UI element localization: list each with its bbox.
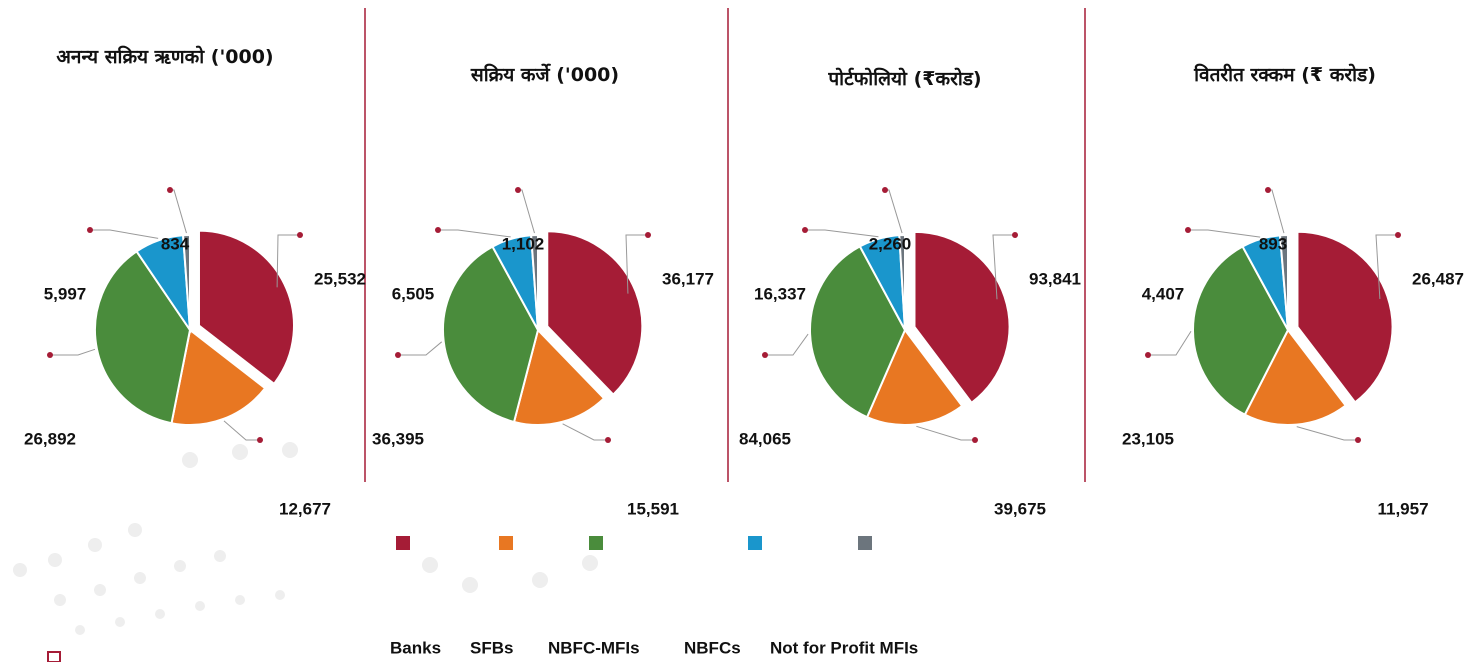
pie-slice xyxy=(197,229,295,386)
leader-line xyxy=(805,229,879,238)
leader-line xyxy=(398,341,443,356)
data-label: 1,102 xyxy=(502,234,545,253)
legend-swatch xyxy=(499,536,513,550)
pie-slice xyxy=(170,328,267,426)
data-label: 23,105 xyxy=(1122,429,1174,448)
data-label: 16,337 xyxy=(754,284,806,303)
pie-slice xyxy=(1192,245,1290,416)
pie-slice xyxy=(865,328,964,426)
leader-line xyxy=(1188,229,1261,238)
chart-title: सक्रिय कर्जे ('000) xyxy=(470,64,620,86)
data-label: 26,892 xyxy=(24,429,76,448)
legend-swatch xyxy=(748,536,762,550)
leader-line xyxy=(1296,426,1358,441)
data-label: 84,065 xyxy=(739,429,791,448)
legend-label: NBFCs xyxy=(684,638,741,657)
leader-line xyxy=(223,420,260,441)
legend-swatch xyxy=(589,536,603,550)
legend-label: SFBs xyxy=(470,638,513,657)
leader-dot xyxy=(257,437,263,443)
pie-slice xyxy=(546,230,644,396)
logo xyxy=(47,651,61,662)
leader-dot xyxy=(605,437,611,443)
data-label: 2,260 xyxy=(869,234,912,253)
leader-dot xyxy=(47,352,53,358)
leader-dot xyxy=(1355,437,1361,443)
pie-slice xyxy=(898,233,906,331)
leader-dot xyxy=(87,227,93,233)
leader-dot xyxy=(645,232,651,238)
leader-dot xyxy=(515,187,521,193)
data-label: 4,407 xyxy=(1142,284,1185,303)
leader-line xyxy=(562,423,608,441)
data-label: 93,841 xyxy=(1029,269,1081,288)
data-label: 25,532 xyxy=(314,269,366,288)
leader-line xyxy=(1375,234,1398,299)
leader-line xyxy=(916,425,975,441)
data-label: 5,997 xyxy=(44,284,87,303)
chart-title: अनन्य सक्रिय ऋणको ('000) xyxy=(56,46,274,68)
data-label: 11,957 xyxy=(1377,499,1428,518)
data-label: 12,677 xyxy=(279,499,331,518)
leader-dot xyxy=(972,437,978,443)
leader-line xyxy=(276,234,300,288)
leader-dot xyxy=(435,227,441,233)
leader-line xyxy=(438,229,511,238)
leader-dot xyxy=(1265,187,1271,193)
chart-title: पोर्टफोलियो (₹करोड) xyxy=(828,68,982,90)
decor-dots xyxy=(13,442,598,635)
pie-slice xyxy=(94,250,192,425)
leader-line xyxy=(1268,189,1285,234)
data-label: 6,505 xyxy=(392,284,435,303)
leader-dot xyxy=(167,187,173,193)
leader-dot xyxy=(1185,227,1191,233)
leader-line xyxy=(50,348,96,356)
leader-dot xyxy=(395,352,401,358)
leader-line xyxy=(518,189,535,234)
data-label: 39,675 xyxy=(994,499,1046,518)
legend-swatch xyxy=(858,536,872,550)
pie-slice xyxy=(1278,233,1289,331)
legend-swatch xyxy=(396,536,410,550)
leader-line xyxy=(885,189,903,234)
data-label: 15,591 xyxy=(627,499,679,518)
data-label: 834 xyxy=(161,234,190,253)
pie-slice xyxy=(1296,230,1394,404)
data-label: 36,177 xyxy=(662,269,714,288)
leader-dot xyxy=(297,232,303,238)
pie-slice xyxy=(512,328,606,426)
leader-line xyxy=(90,229,159,239)
leader-dot xyxy=(1012,232,1018,238)
data-label: 26,487 xyxy=(1412,269,1464,288)
data-label: 893 xyxy=(1259,234,1287,253)
pie-slice xyxy=(442,245,540,424)
legend-label: NBFC-MFIs xyxy=(548,638,640,657)
pie-slice xyxy=(809,245,907,419)
leader-line xyxy=(1148,331,1192,356)
leader-dot xyxy=(762,352,768,358)
leader-dot xyxy=(1145,352,1151,358)
leader-line xyxy=(170,189,187,234)
leader-dot xyxy=(882,187,888,193)
pie-slice xyxy=(182,233,191,331)
leader-line xyxy=(625,234,648,294)
pie-slice xyxy=(1243,328,1348,426)
pie-slice xyxy=(913,230,1011,405)
leader-line xyxy=(992,234,1015,300)
data-label: 36,395 xyxy=(372,429,424,448)
leader-line xyxy=(765,333,809,356)
pie-slice xyxy=(530,233,539,331)
legend-label: Banks xyxy=(390,638,441,657)
legend-label: Not for Profit MFIs xyxy=(770,638,918,657)
leader-dot xyxy=(802,227,808,233)
leader-dot xyxy=(1395,232,1401,238)
chart-title: वितरीत रक्कम (₹ करोड) xyxy=(1194,64,1376,86)
